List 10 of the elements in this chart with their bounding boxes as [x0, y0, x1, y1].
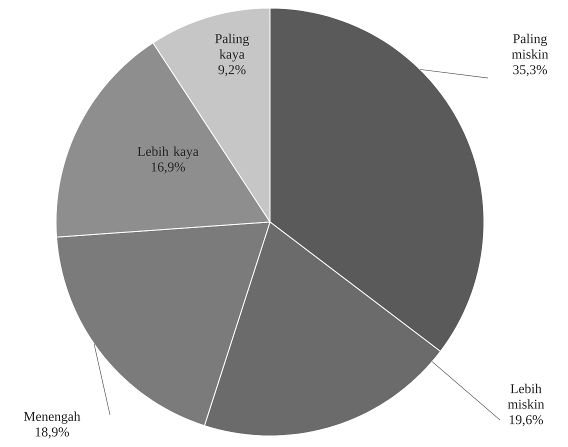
- data-label: 35,3%: [513, 65, 547, 76]
- data-label: 18,9%: [36, 427, 69, 438]
- data-label: 9,2%: [218, 65, 246, 76]
- slice-label: Menengah: [24, 412, 80, 424]
- slice-label: Paling kaya: [215, 34, 249, 62]
- slice-label: Paling miskin: [512, 34, 548, 59]
- slice-label: Lebih kaya: [138, 146, 199, 159]
- data-label: 19,6%: [510, 415, 543, 426]
- data-label: 16,9%: [152, 162, 185, 174]
- slice-label: Lebih miskin: [508, 384, 544, 409]
